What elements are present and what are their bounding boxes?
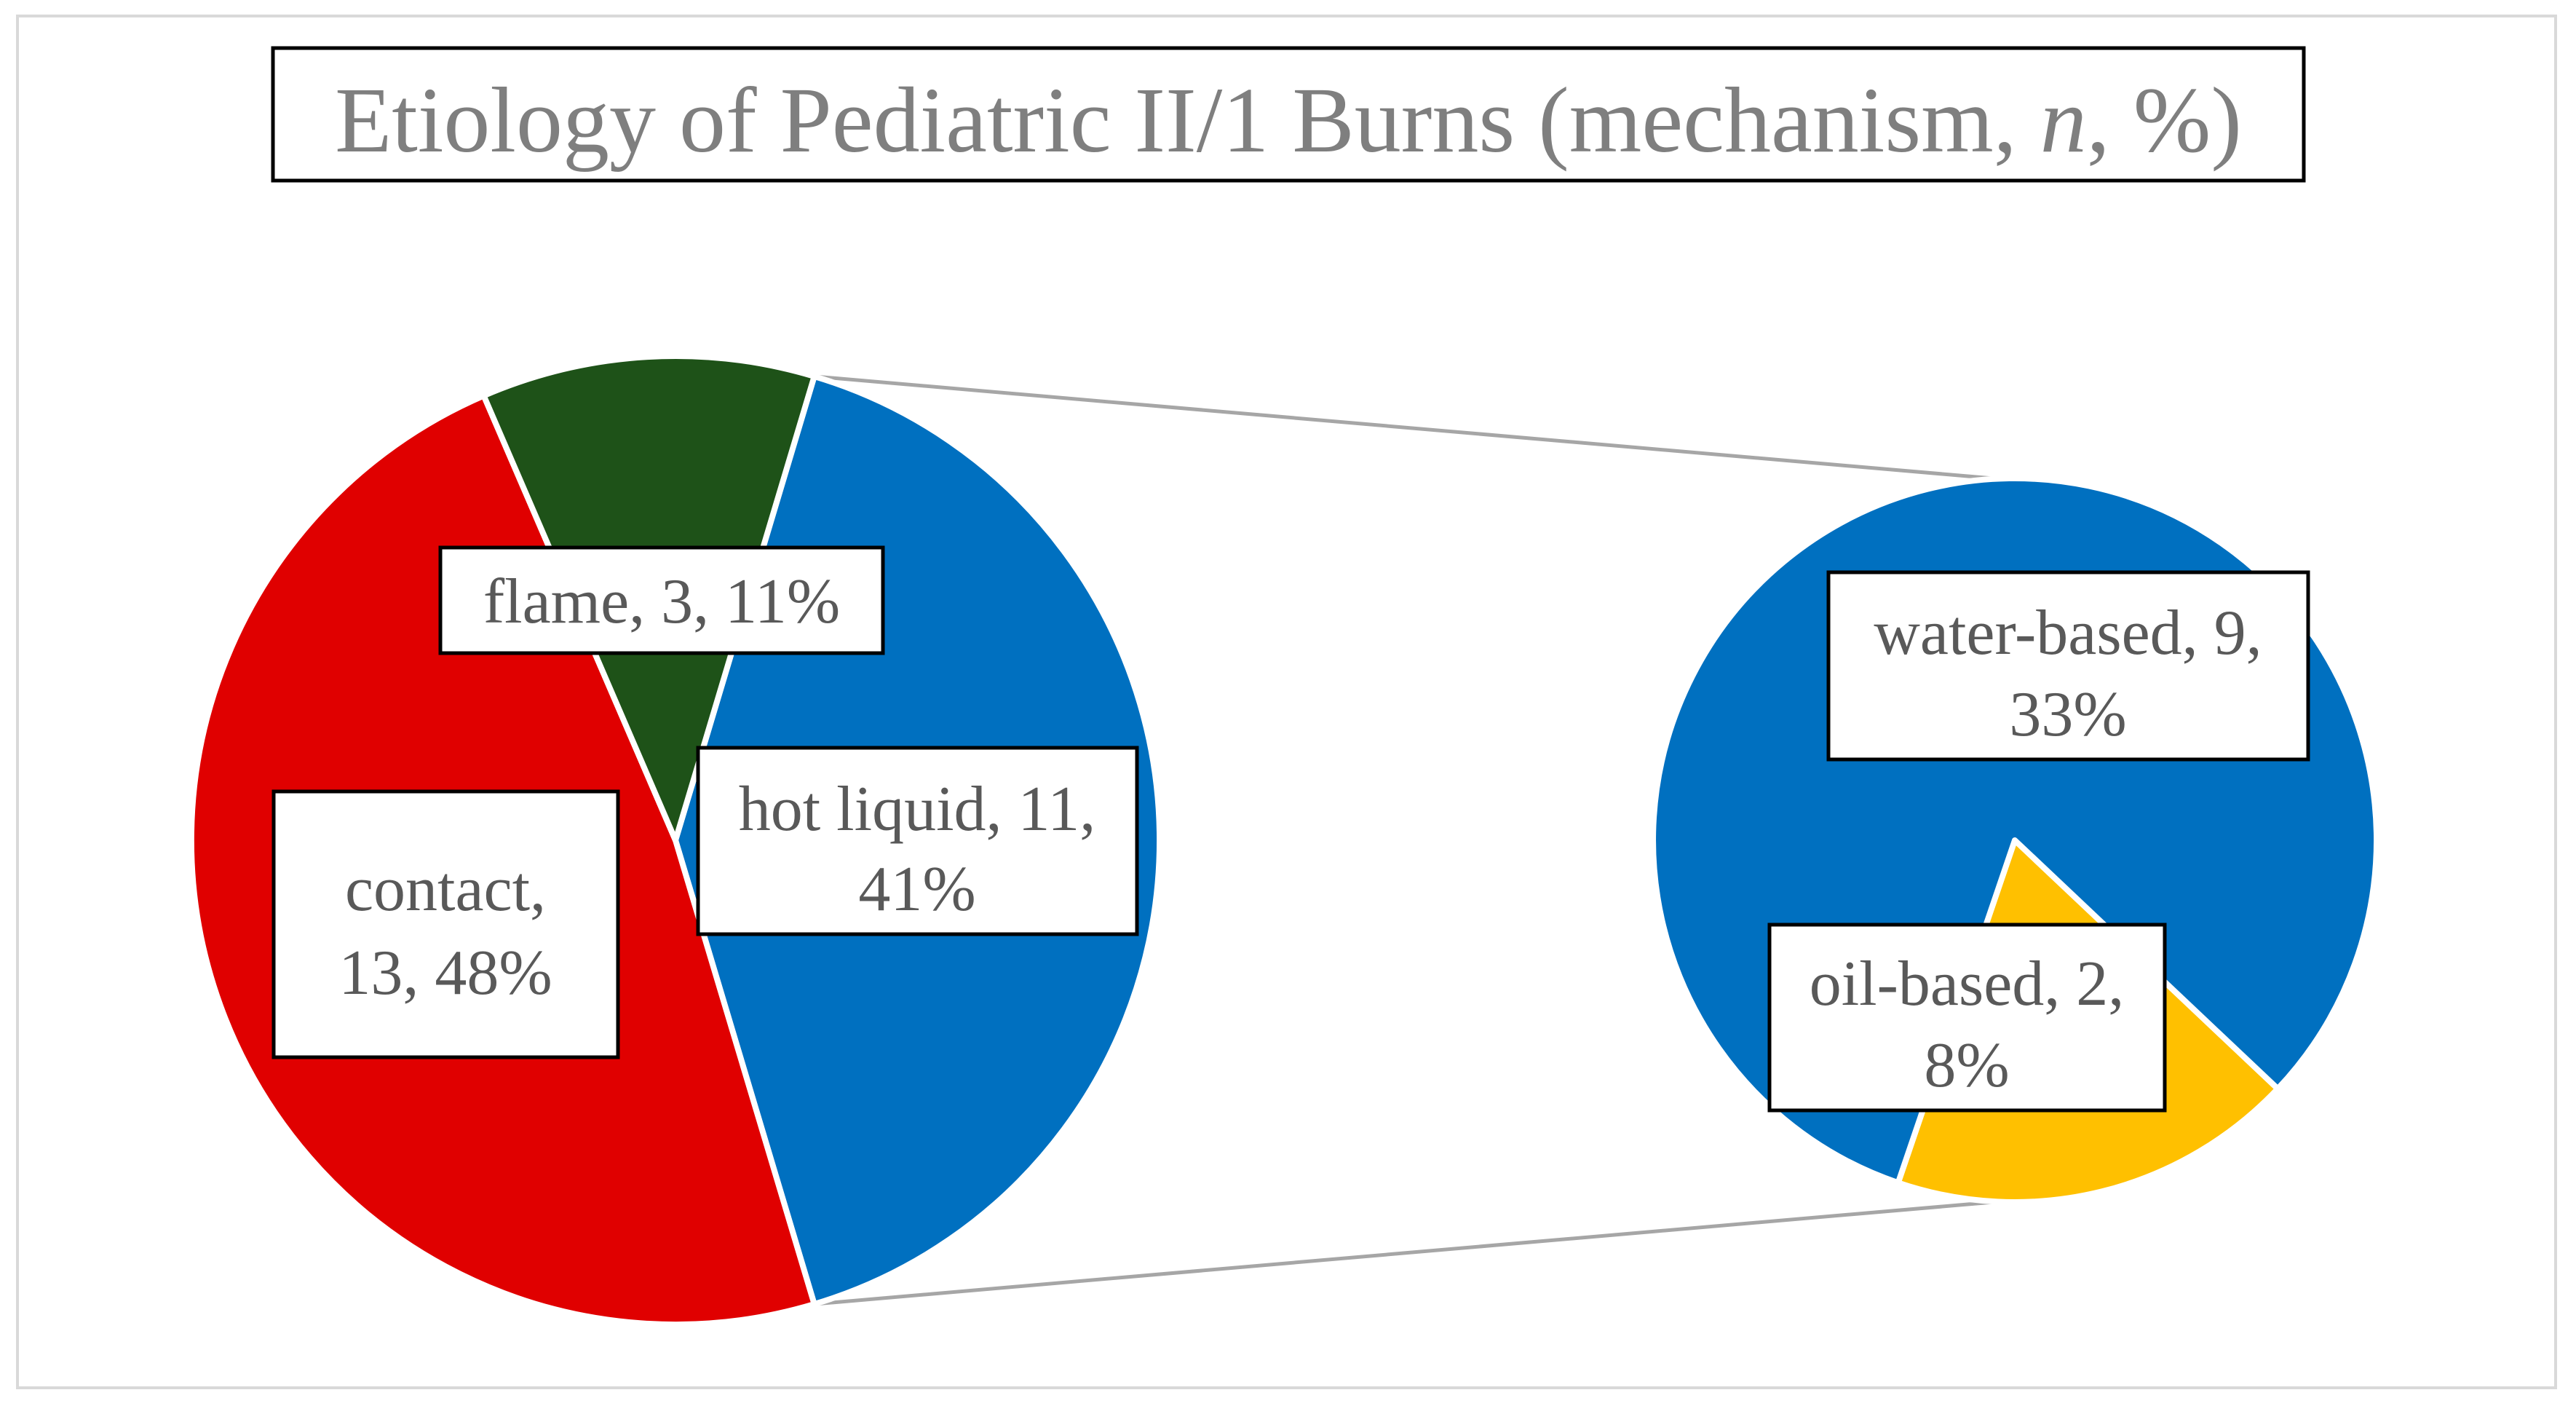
data-label-flame-line-1: flame, 3, 11% [483, 566, 840, 637]
data-label-flame-box [438, 545, 885, 655]
data-label-water-based: water-based, 9, 33% [1826, 570, 2310, 762]
data-label-contact-box [272, 789, 620, 1059]
data-label-contact: contact, 13, 48% [272, 789, 620, 1059]
data-label-oil-based: oil-based, 2, 8% [1767, 923, 2167, 1113]
connector-line-bottom [814, 1200, 1994, 1306]
chart-title-box [271, 46, 2306, 183]
data-label-hot-liquid: hot liquid, 11, 41% [696, 746, 1139, 936]
title-part-1: Etiology of Pediatric II/1 Burns (mechan… [335, 68, 2040, 172]
data-label-water-based-box [1826, 570, 2310, 762]
title-part-2: , %) [2087, 68, 2242, 172]
data-label-hot-liquid-line-2: 41% [858, 854, 975, 925]
data-label-flame: flame, 3, 11% [438, 545, 885, 655]
data-label-oil-based-line-1: oil-based, 2, [1810, 949, 2125, 1019]
data-label-oil-based-line-2: 8% [1924, 1030, 2009, 1101]
connector-line-top [814, 374, 1994, 481]
data-label-contact-line-1: contact, [345, 854, 546, 925]
chart-title: Etiology of Pediatric II/1 Burns (mechan… [335, 68, 2242, 172]
data-label-water-based-line-2: 33% [2009, 679, 2126, 750]
data-label-hot-liquid-box [696, 746, 1139, 936]
title-italic-n: n [2040, 68, 2087, 172]
data-label-contact-line-2: 13, 48% [338, 938, 552, 1008]
data-label-water-based-line-1: water-based, 9, [1874, 598, 2262, 668]
data-label-hot-liquid-line-1: hot liquid, 11, [739, 774, 1096, 845]
data-label-oil-based-box [1767, 923, 2167, 1113]
